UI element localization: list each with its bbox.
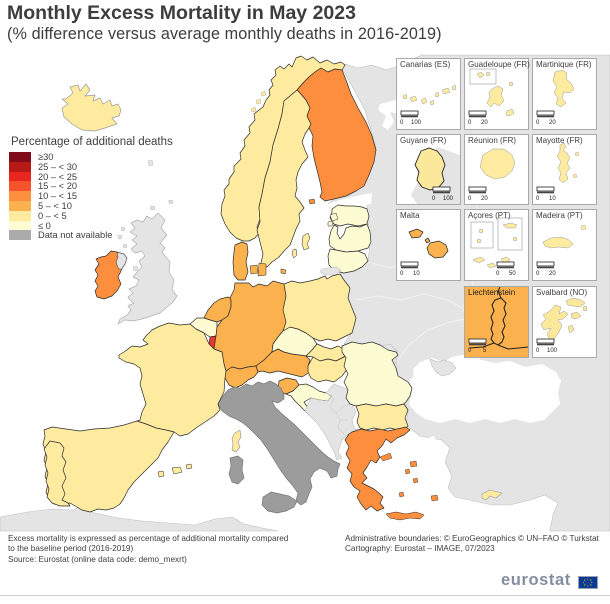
svg-text:0: 0 [536,196,540,202]
svg-text:0: 0 [536,120,540,126]
svg-text:100: 100 [443,196,454,202]
svg-text:10: 10 [413,271,420,277]
svg-text:0: 0 [400,271,404,277]
svg-text:10: 10 [549,196,556,202]
svg-text:0: 0 [432,196,436,202]
svg-text:50: 50 [509,271,516,277]
svg-text:5: 5 [483,348,487,354]
svg-text:0: 0 [496,271,500,277]
svg-text:20: 20 [481,196,488,202]
svg-text:20: 20 [549,271,556,277]
svg-text:100: 100 [547,348,558,354]
svg-text:20: 20 [481,120,488,126]
svg-text:0: 0 [468,348,472,354]
svg-text:0: 0 [468,120,472,126]
svg-text:0: 0 [400,120,404,126]
svg-text:0: 0 [536,348,540,354]
svg-text:0: 0 [536,271,540,277]
svg-text:20: 20 [549,120,556,126]
svg-text:0: 0 [468,196,472,202]
svg-text:100: 100 [411,120,422,126]
